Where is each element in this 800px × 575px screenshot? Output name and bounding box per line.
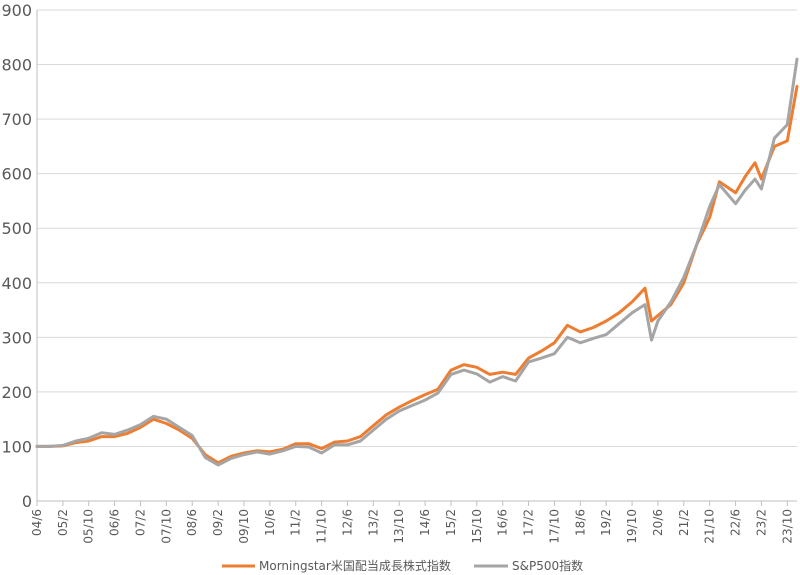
x-tick-label: 07/10: [159, 509, 173, 544]
x-tick-label: 16/6: [496, 509, 510, 536]
series-line: [35, 57, 799, 467]
x-tick-label: 17/10: [547, 509, 561, 544]
grid-layer: [37, 9, 797, 502]
x-tick-label: 19/10: [625, 509, 639, 544]
y-tick-label: 100: [1, 437, 32, 456]
legend-label: S&P500指数: [512, 558, 583, 573]
x-tick-label: 10/6: [263, 509, 277, 536]
x-tick-label: 09/10: [237, 509, 251, 544]
legend-label: Morningstar米国配当成長株式指数: [259, 558, 451, 573]
x-tick-label: 19/2: [599, 509, 613, 536]
x-tick-label: 12/6: [340, 509, 354, 536]
x-tick-label: 17/2: [522, 509, 536, 536]
x-tick-label: 11/10: [315, 509, 329, 544]
x-tick-label: 20/6: [651, 509, 665, 536]
y-tick-label: 900: [1, 1, 32, 20]
x-tick-label: 23/10: [780, 509, 794, 544]
x-tick-label: 07/2: [133, 509, 147, 536]
x-tick-label: 04/6: [30, 509, 44, 536]
x-tick-label: 06/6: [108, 509, 122, 536]
x-tick-label: 22/6: [729, 509, 743, 536]
x-tick-label: 15/2: [444, 509, 458, 536]
x-tick-label: 05/2: [56, 509, 70, 536]
series-0: [35, 84, 799, 465]
y-axis: 0 100 200 300 400 500 600 700 800 900: [1, 1, 38, 511]
y-tick-label: 300: [1, 328, 32, 347]
x-tick-label: 13/10: [392, 509, 406, 544]
y-tick-label: 400: [1, 274, 32, 293]
series-line: [35, 84, 799, 465]
x-tick-label: 21/2: [677, 509, 691, 536]
y-tick-label: 200: [1, 383, 32, 402]
series-1: [35, 57, 799, 467]
y-tick-label: 800: [1, 56, 32, 75]
x-tick-label: 18/6: [573, 509, 587, 536]
y-tick-label: 700: [1, 110, 32, 129]
y-tick-label: 0: [22, 492, 32, 511]
x-tick-label: 14/6: [418, 509, 432, 536]
x-tick-label: 13/2: [366, 509, 380, 536]
x-tick-label: 15/10: [470, 509, 484, 544]
series-layer: [35, 57, 799, 467]
x-tick-label: 11/2: [289, 509, 303, 536]
x-tick-label: 09/2: [211, 509, 225, 536]
x-axis: 04/6 05/2 05/10 06/6 07/2 07/10 08/6 09/2 09/10 1…: [30, 501, 794, 544]
x-tick-label: 21/10: [703, 509, 717, 544]
x-tick-label: 08/6: [185, 509, 199, 536]
legend: Morningstar米国配当成長株式指数 S&P500指数: [222, 558, 583, 573]
x-tick-label: 23/2: [754, 509, 768, 536]
x-tick-label: 05/10: [82, 509, 96, 544]
y-tick-label: 500: [1, 219, 32, 238]
y-tick-label: 600: [1, 165, 32, 184]
